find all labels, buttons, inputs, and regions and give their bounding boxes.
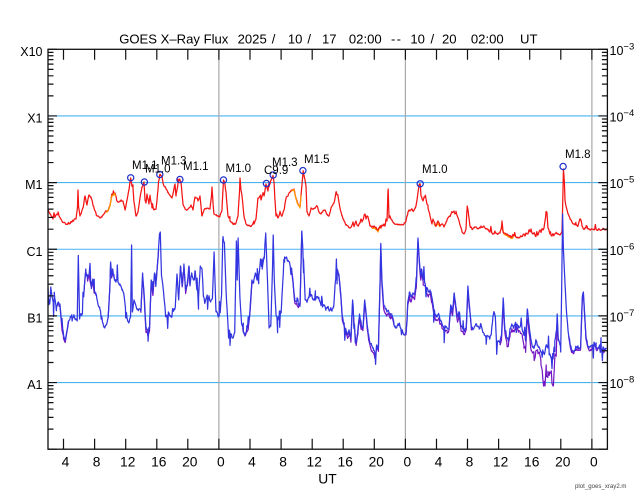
svg-text:0: 0 (404, 455, 412, 470)
svg-text:M1.1: M1.1 (132, 160, 158, 172)
svg-text:plot_goes_xray2.m: plot_goes_xray2.m (575, 483, 627, 490)
svg-text:10: 10 (410, 31, 425, 46)
svg-text:M1.3: M1.3 (272, 157, 298, 169)
svg-text:B1: B1 (27, 312, 42, 326)
svg-text:M1.0: M1.0 (145, 164, 171, 176)
svg-text:4: 4 (248, 455, 256, 470)
svg-text:12: 12 (307, 455, 322, 470)
svg-text:M1.1: M1.1 (183, 161, 209, 173)
svg-text:20: 20 (182, 455, 198, 470)
svg-text:M1.0: M1.0 (226, 163, 252, 175)
svg-text:8: 8 (466, 455, 474, 470)
svg-text:A1: A1 (27, 378, 42, 392)
svg-text:4: 4 (435, 455, 443, 470)
svg-text:16: 16 (524, 455, 540, 470)
svg-text:10: 10 (288, 31, 303, 46)
svg-text:4: 4 (62, 455, 70, 470)
svg-text:/: / (272, 31, 276, 46)
svg-text:UT: UT (520, 31, 537, 46)
svg-text:0: 0 (217, 455, 225, 470)
svg-text:20: 20 (555, 455, 571, 470)
svg-text:02:00: 02:00 (471, 31, 504, 46)
svg-text:M1.3: M1.3 (161, 156, 187, 168)
svg-text:X10: X10 (20, 45, 42, 59)
svg-text:16: 16 (338, 455, 354, 470)
svg-text:16: 16 (151, 455, 167, 470)
svg-text:8: 8 (93, 455, 101, 470)
svg-text:M1.5: M1.5 (304, 154, 330, 166)
svg-text:-: - (391, 31, 395, 46)
svg-text:12: 12 (493, 455, 508, 470)
svg-text:/: / (431, 31, 435, 46)
svg-text:C9.9: C9.9 (264, 165, 288, 177)
svg-text:M1.0: M1.0 (422, 164, 448, 176)
svg-text:8: 8 (279, 455, 287, 470)
svg-text:-: - (397, 31, 401, 46)
svg-text:GOES X–Ray Flux: GOES X–Ray Flux (119, 31, 229, 46)
svg-text:0: 0 (590, 455, 598, 470)
svg-text:/: / (307, 31, 311, 46)
svg-text:M1: M1 (25, 178, 42, 192)
svg-text:17: 17 (322, 31, 337, 46)
svg-text:2025: 2025 (238, 31, 267, 46)
svg-text:02:00: 02:00 (349, 31, 382, 46)
svg-text:20: 20 (369, 455, 385, 470)
svg-text:M1.8: M1.8 (565, 149, 591, 161)
svg-text:C1: C1 (27, 245, 43, 259)
svg-text:12: 12 (120, 455, 135, 470)
svg-text:X1: X1 (27, 112, 42, 126)
svg-text:UT: UT (318, 472, 337, 487)
svg-text:20: 20 (442, 31, 457, 46)
